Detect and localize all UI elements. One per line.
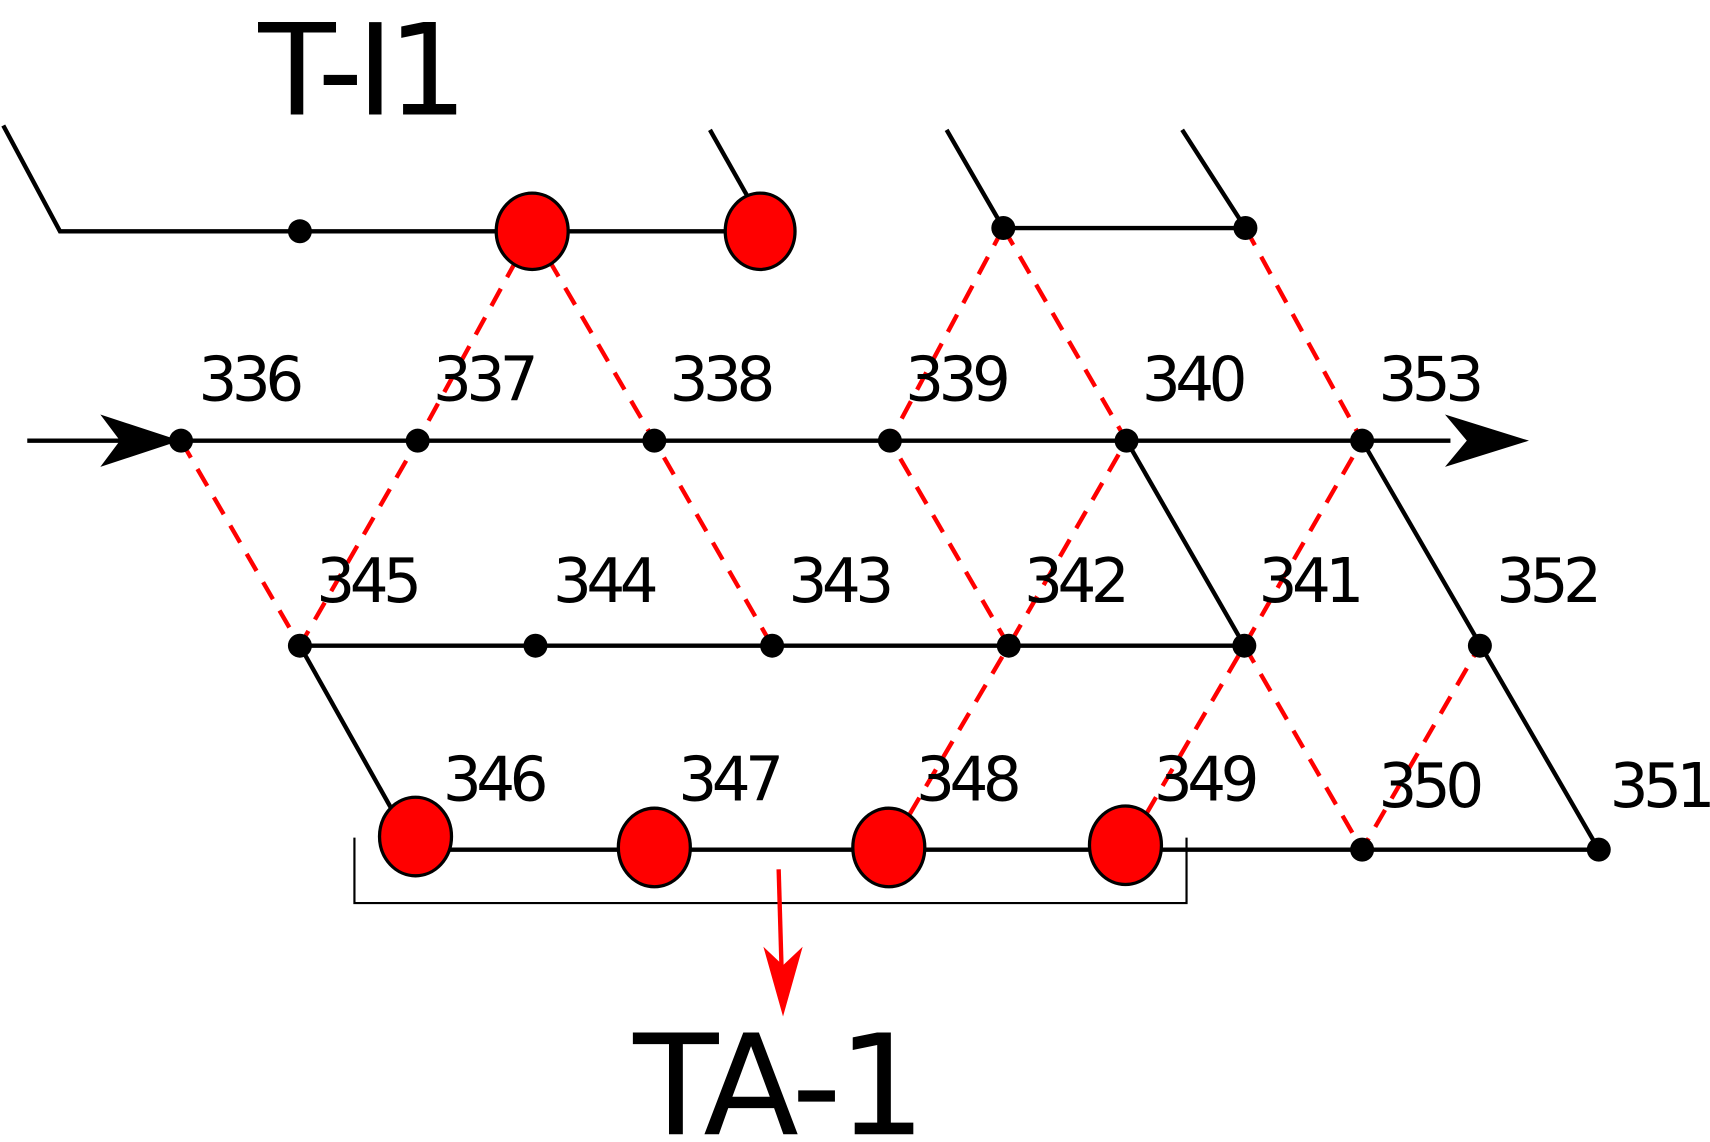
occupied-markers: [377, 191, 1164, 889]
track-lines: [1, 124, 1601, 905]
node-label: 343: [789, 546, 890, 617]
output-label: TA-1: [632, 1004, 922, 1142]
output-arrow-head: [763, 946, 803, 1017]
node-label: 351: [1610, 751, 1710, 822]
title: T-I1: [257, 0, 461, 145]
node-label: 338: [670, 344, 772, 415]
node-label: 345: [316, 546, 417, 617]
junctions: [169, 216, 1611, 862]
node-label: 349: [1154, 745, 1256, 816]
arrow-in: [100, 414, 180, 467]
node-label: 342: [1024, 546, 1124, 617]
red-dashed-links: [179, 226, 1482, 854]
node-label: 350: [1379, 751, 1481, 822]
node-label: 344: [553, 546, 656, 617]
node-label: 336: [199, 344, 301, 415]
node-label: 348: [916, 745, 1018, 816]
node-label: 352: [1496, 546, 1596, 617]
arrow-out: [1444, 414, 1529, 467]
node-label: 340: [1142, 344, 1244, 415]
node-label: 339: [905, 344, 1007, 415]
node-label: 337: [433, 344, 534, 415]
node-label: 346: [443, 745, 545, 816]
node-label: 341: [1259, 546, 1360, 617]
output-arrow-shaft: [776, 869, 785, 982]
node-label: 347: [678, 745, 779, 816]
node-label: 353: [1379, 344, 1480, 415]
